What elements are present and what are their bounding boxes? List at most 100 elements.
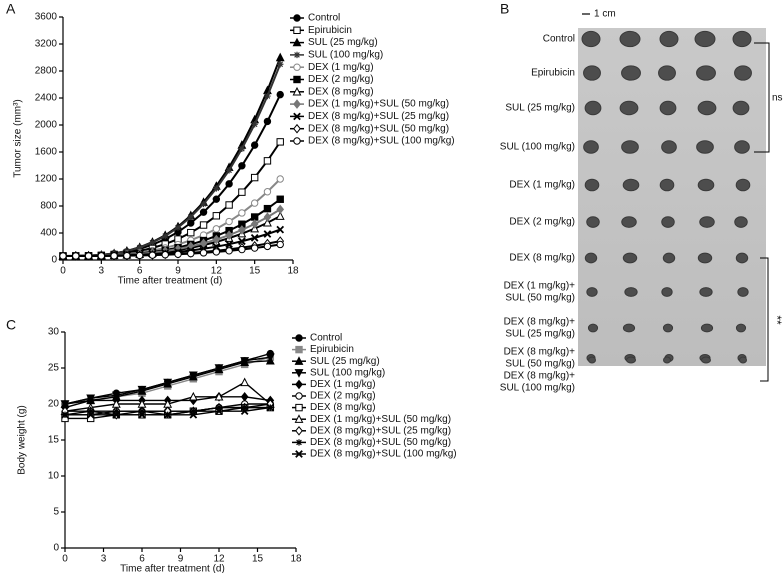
marker — [212, 195, 221, 203]
marker — [199, 221, 208, 229]
row-label: SUL (50 mg/kg) — [505, 359, 575, 370]
tumor — [581, 30, 601, 48]
y-tick-label: 0 — [53, 543, 59, 554]
x-tick-label: 12 — [211, 266, 223, 277]
panel-letter: B — [500, 1, 509, 17]
marker — [250, 141, 259, 149]
marker — [187, 213, 194, 221]
series-line — [63, 178, 281, 257]
tumor — [659, 30, 679, 48]
legend-label: DEX (8 mg/kg)+SUL (50 mg/kg) — [310, 437, 451, 448]
x-tick-label: 9 — [175, 266, 181, 277]
y-axis-title: Tumor size (mm³) — [13, 99, 24, 178]
row-label: DEX (8 mg/kg)+ — [504, 347, 576, 358]
marker — [250, 199, 259, 207]
legend-marker — [295, 392, 303, 400]
tumor — [588, 356, 596, 364]
marker — [263, 157, 272, 165]
y-tick-label: 30 — [48, 327, 60, 338]
row-label: SUL (100 mg/kg) — [500, 383, 575, 394]
marker — [250, 244, 259, 252]
marker — [238, 188, 246, 196]
marker — [110, 252, 118, 260]
legend-marker — [295, 439, 303, 446]
marker — [263, 117, 272, 126]
tumor — [701, 356, 711, 364]
row-label: DEX (2 mg/kg) — [509, 217, 575, 228]
marker — [250, 234, 259, 242]
y-tick-label: 400 — [40, 228, 57, 239]
marker — [250, 173, 259, 182]
marker — [214, 391, 224, 401]
tumor — [584, 252, 598, 264]
tumor — [584, 100, 602, 116]
marker — [263, 230, 272, 238]
tumor — [735, 252, 749, 264]
legend-label: DEX (8 mg/kg)+SUL (25 mg/kg) — [310, 425, 451, 436]
scale-bar-label: 1 cm — [594, 9, 616, 20]
marker — [263, 212, 272, 222]
legend-label: DEX (1 mg/kg)+SUL (50 mg/kg) — [308, 99, 449, 110]
tumor — [622, 252, 638, 264]
marker — [225, 230, 233, 240]
tumor — [700, 323, 714, 333]
marker — [111, 399, 121, 408]
marker — [225, 201, 233, 209]
marker — [212, 248, 221, 256]
legend-marker — [293, 63, 301, 71]
y-tick-label: 25 — [48, 363, 60, 374]
marker — [276, 175, 284, 183]
y-tick-label: 2800 — [35, 66, 58, 77]
legend-marker — [293, 26, 301, 35]
tumor — [735, 178, 751, 192]
y-tick-label: 1200 — [35, 174, 58, 185]
marker — [225, 247, 233, 255]
legend-marker — [292, 37, 302, 47]
row-label: Control — [543, 34, 575, 45]
marker — [251, 121, 258, 128]
marker — [97, 252, 106, 260]
series-line — [63, 228, 281, 257]
marker — [263, 217, 272, 227]
marker — [189, 410, 198, 419]
y-tick-label: 3600 — [35, 12, 58, 23]
marker — [212, 225, 221, 233]
tumor — [661, 287, 673, 297]
marker — [275, 211, 285, 220]
row-label: DEX (1 mg/kg) — [509, 180, 575, 191]
x-tick-label: 9 — [178, 554, 184, 565]
tumor — [699, 287, 713, 297]
panel-letter: A — [6, 1, 16, 17]
legend-label: DEX (8 mg/kg)+SUL (100 mg/kg) — [308, 136, 455, 147]
legend-label: DEX (8 mg/kg) — [308, 86, 374, 97]
legend-marker — [293, 137, 301, 145]
tumor — [622, 323, 636, 333]
marker — [276, 240, 284, 249]
y-tick-label: 15 — [48, 435, 60, 446]
marker — [265, 353, 275, 363]
marker — [275, 52, 285, 62]
marker — [263, 188, 272, 196]
ns-bracket — [754, 42, 770, 153]
marker — [212, 234, 221, 245]
marker — [163, 410, 172, 419]
tumor — [732, 100, 750, 116]
legend-marker — [293, 75, 301, 84]
marker — [200, 200, 207, 208]
tumor — [659, 100, 677, 116]
row-label: SUL (50 mg/kg) — [505, 293, 575, 304]
tumor — [619, 100, 639, 116]
marker — [240, 391, 249, 402]
legend-label: SUL (100 mg/kg) — [310, 367, 385, 378]
marker — [276, 138, 284, 146]
marker — [225, 217, 233, 226]
marker — [188, 371, 198, 381]
y-axis-title: Body weight (g) — [17, 405, 28, 474]
marker — [238, 145, 246, 152]
legend-marker — [293, 123, 301, 134]
marker — [162, 232, 169, 240]
panel-letter: C — [6, 317, 16, 333]
legend-marker — [295, 450, 303, 458]
marker — [72, 252, 80, 260]
row-label: DEX (8 mg/kg)+ — [504, 371, 576, 382]
